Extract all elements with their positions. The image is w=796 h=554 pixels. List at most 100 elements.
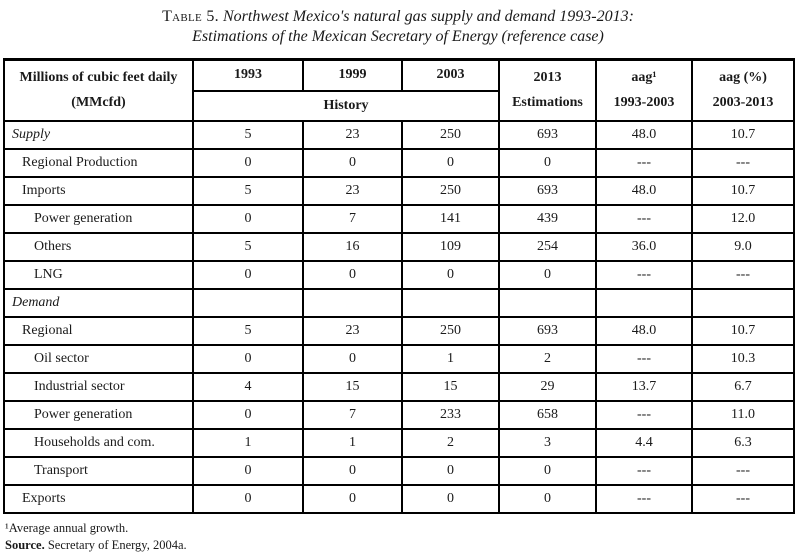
row-label: Transport (3, 455, 194, 486)
header-2013-estimations: 2013 Estimations (498, 58, 597, 122)
cell-value: 0 (401, 455, 500, 486)
gas-supply-demand-table: Millions of cubic feet daily (MMcfd) 199… (3, 58, 795, 514)
cell-value: 3 (498, 427, 597, 458)
header-history: History (192, 89, 500, 122)
cell-value: 1 (192, 427, 304, 458)
cell-value: 10.7 (691, 315, 795, 346)
footnote-aag: ¹Average annual growth. (5, 520, 129, 535)
cell-value: 0 (302, 343, 403, 374)
header-units-line2: (MMcfd) (71, 95, 126, 111)
header-units: Millions of cubic feet daily (MMcfd) (3, 58, 194, 122)
table-row: Imports 5 23 250 693 48.0 10.7 (3, 175, 795, 206)
cell-value: 7 (302, 399, 403, 430)
header-year-1993: 1993 (192, 58, 304, 92)
cell-value: --- (691, 483, 795, 514)
cell-value: 254 (498, 231, 597, 262)
cell-value: 15 (302, 371, 403, 402)
cell-value: 2 (401, 427, 500, 458)
cell-value: 1 (302, 427, 403, 458)
table-number-label: Table 5. (162, 8, 219, 25)
cell-value: 0 (192, 399, 304, 430)
cell-value: 250 (401, 119, 500, 150)
table-row: Oil sector 0 0 1 2 --- 10.3 (3, 343, 795, 374)
cell-value: 15 (401, 371, 500, 402)
row-label: Oil sector (3, 343, 194, 374)
header-aag-pct-2003-2013: aag (%) 2003-2013 (691, 58, 795, 122)
source-label: Source. (5, 537, 45, 552)
cell-value: --- (595, 455, 693, 486)
cell-value: 693 (498, 315, 597, 346)
cell-value: 5 (192, 119, 304, 150)
cell-value: 0 (498, 483, 597, 514)
cell-value (595, 287, 693, 318)
cell-value: 6.7 (691, 371, 795, 402)
row-label: Regional (3, 315, 194, 346)
cell-value: 0 (401, 259, 500, 290)
table-row: Households and com. 1 1 2 3 4.4 6.3 (3, 427, 795, 458)
row-label: Demand (3, 287, 194, 318)
cell-value: 10.7 (691, 119, 795, 150)
cell-value: 0 (302, 147, 403, 178)
table-row: Demand (3, 287, 795, 318)
cell-value: 48.0 (595, 315, 693, 346)
cell-value: 658 (498, 399, 597, 430)
table-row: Power generation 0 7 141 439 --- 12.0 (3, 203, 795, 234)
cell-value: 0 (192, 483, 304, 514)
cell-value: 0 (498, 455, 597, 486)
cell-value: 0 (498, 147, 597, 178)
cell-value: --- (595, 147, 693, 178)
header-aag2-line1: aag (%) (719, 70, 767, 86)
header-aag-1993-2003: aag¹ 1993-2003 (595, 58, 693, 122)
cell-value: 23 (302, 175, 403, 206)
footnote-source: Source. Secretary of Energy, 2004a. (5, 537, 796, 554)
cell-value (302, 287, 403, 318)
row-label: Industrial sector (3, 371, 194, 402)
table-title-line1: Table 5. Northwest Mexico's natural gas … (0, 7, 796, 27)
cell-value: --- (691, 455, 795, 486)
cell-value: --- (595, 343, 693, 374)
cell-value: 233 (401, 399, 500, 430)
header-units-line1: Millions of cubic feet daily (19, 70, 178, 86)
cell-value: 9.0 (691, 231, 795, 262)
cell-value: 109 (401, 231, 500, 262)
cell-value: 0 (302, 455, 403, 486)
cell-value: --- (595, 483, 693, 514)
cell-value: 23 (302, 315, 403, 346)
cell-value: 0 (302, 259, 403, 290)
cell-value: 0 (192, 147, 304, 178)
cell-value: 29 (498, 371, 597, 402)
table-row: LNG 0 0 0 0 --- --- (3, 259, 795, 290)
table-row: Transport 0 0 0 0 --- --- (3, 455, 795, 486)
cell-value: 12.0 (691, 203, 795, 234)
table-title: Table 5. Northwest Mexico's natural gas … (0, 0, 796, 47)
cell-value: --- (595, 259, 693, 290)
row-label: Imports (3, 175, 194, 206)
cell-value: 693 (498, 119, 597, 150)
header-aag2-line2: 2003-2013 (712, 95, 774, 111)
cell-value: 693 (498, 175, 597, 206)
cell-value: --- (595, 203, 693, 234)
cell-value: 0 (498, 259, 597, 290)
header-year-1999: 1999 (302, 58, 403, 92)
cell-value: 0 (401, 147, 500, 178)
cell-value: 0 (192, 203, 304, 234)
row-label: LNG (3, 259, 194, 290)
table-body: Supply 5 23 250 693 48.0 10.7 Regional Producti… (3, 119, 795, 514)
header-aag1-line2: 1993-2003 (613, 95, 675, 111)
footnotes: ¹Average annual growth. Source. Secretar… (5, 520, 796, 554)
cell-value: 141 (401, 203, 500, 234)
header-aag1-line1: aag¹ (631, 70, 657, 86)
cell-value: 250 (401, 175, 500, 206)
cell-value: 0 (192, 455, 304, 486)
header-year-2003: 2003 (401, 58, 500, 92)
cell-value: 6.3 (691, 427, 795, 458)
cell-value: 4.4 (595, 427, 693, 458)
table-subtitle: Estimations of the Mexican Secretary of … (192, 28, 604, 45)
table-row: Regional Production 0 0 0 0 --- --- (3, 147, 795, 178)
table-row: Power generation 0 7 233 658 --- 11.0 (3, 399, 795, 430)
source-text: Secretary of Energy, 2004a. (47, 537, 187, 552)
header-2013: 2013 (533, 70, 562, 86)
cell-value: 4 (192, 371, 304, 402)
row-label: Exports (3, 483, 194, 514)
cell-value (691, 287, 795, 318)
